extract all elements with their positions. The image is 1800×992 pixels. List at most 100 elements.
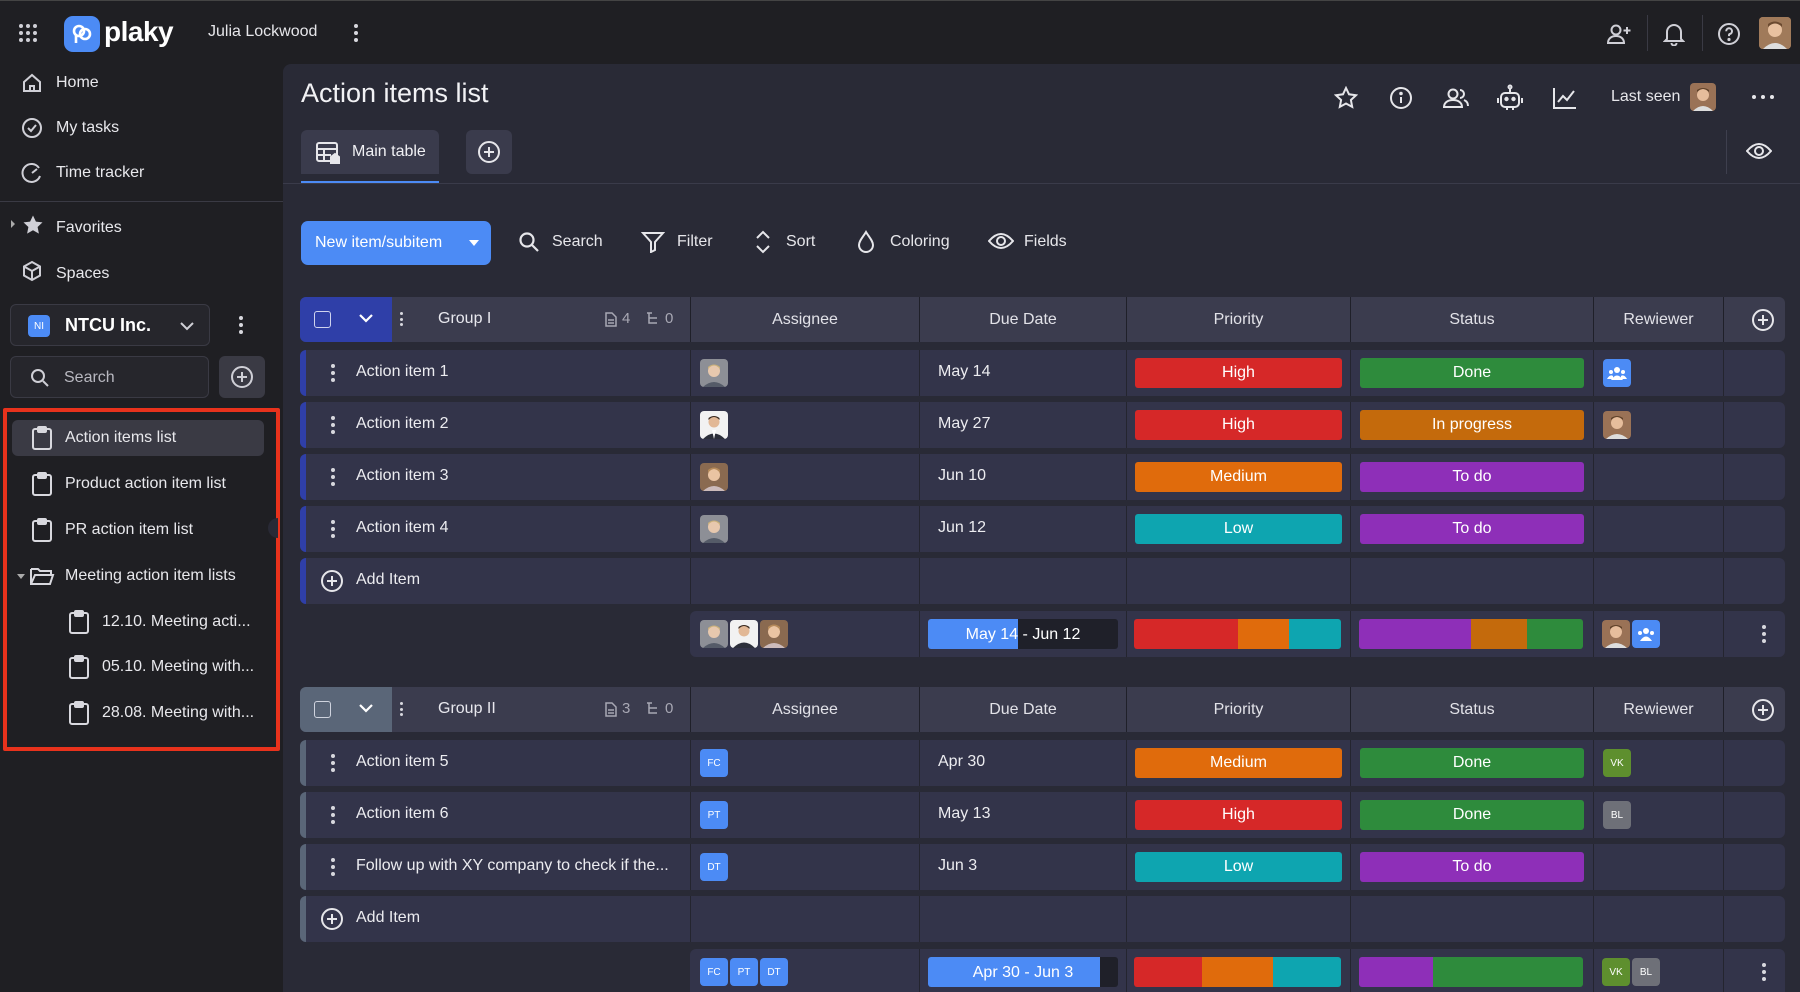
toolbar-fields[interactable]: Fields: [1024, 233, 1067, 250]
notifications-bell-icon[interactable]: [1660, 20, 1688, 48]
priority-distribution-bar[interactable]: [1134, 619, 1341, 649]
due-date-cell[interactable]: May 14: [919, 350, 1126, 396]
assignee-cell[interactable]: [690, 402, 919, 448]
reviewer-cell[interactable]: [1593, 402, 1723, 448]
nav-home[interactable]: Home: [56, 74, 99, 91]
analytics-chart-icon[interactable]: [1551, 84, 1579, 112]
item-name[interactable]: Action item 6: [356, 805, 449, 822]
info-icon[interactable]: [1387, 84, 1415, 112]
status-cell[interactable]: Done: [1350, 350, 1593, 396]
group-checkbox[interactable]: [314, 701, 331, 718]
due-date-cell[interactable]: May 27: [919, 402, 1126, 448]
group-checkbox[interactable]: [314, 311, 331, 328]
sidebar-board-meeting-05-10[interactable]: 05.10. Meeting with...: [12, 649, 264, 685]
item-name[interactable]: Follow up with XY company to check if th…: [356, 857, 669, 874]
user-avatar[interactable]: [1759, 17, 1791, 49]
members-icon[interactable]: [1441, 84, 1471, 112]
priority-cell[interactable]: High: [1126, 402, 1350, 448]
plaky-logo-icon[interactable]: [64, 16, 100, 52]
coloring-drop-icon[interactable]: [855, 228, 877, 256]
group-name[interactable]: Group II: [438, 700, 496, 717]
sidebar-board-action-items-list[interactable]: Action items list: [12, 420, 264, 456]
column-header-priority[interactable]: Priority: [1126, 297, 1350, 342]
summary-more-icon[interactable]: [1762, 963, 1766, 981]
status-cell[interactable]: In progress: [1350, 402, 1593, 448]
priority-distribution-bar[interactable]: [1134, 957, 1341, 987]
priority-cell[interactable]: Low: [1126, 506, 1350, 552]
nav-my-tasks[interactable]: My tasks: [56, 119, 120, 136]
column-header-due-date[interactable]: Due Date: [919, 297, 1126, 342]
row-menu-icon[interactable]: [331, 468, 335, 486]
summary-assignee-avatar[interactable]: [730, 620, 758, 648]
sidebar-board-product-action-item-list[interactable]: Product action item list: [12, 466, 264, 502]
apps-grid-icon[interactable]: [16, 21, 40, 45]
chevron-right-icon[interactable]: [8, 219, 18, 229]
assignee-cell[interactable]: FC: [690, 740, 919, 786]
workspace-more-icon[interactable]: [239, 316, 243, 334]
group-name[interactable]: Group I: [438, 310, 492, 327]
assignee-initials[interactable]: DT: [700, 853, 728, 881]
row-menu-icon[interactable]: [331, 416, 335, 434]
row-menu-icon[interactable]: [331, 858, 335, 876]
priority-cell[interactable]: High: [1126, 350, 1350, 396]
new-item-button[interactable]: New item/subitem: [301, 221, 491, 265]
assignee-cell[interactable]: DT: [690, 844, 919, 890]
status-cell[interactable]: To do: [1350, 454, 1593, 500]
row-menu-icon[interactable]: [331, 754, 335, 772]
search-icon[interactable]: [517, 230, 541, 254]
sidebar-search-input[interactable]: Search: [10, 356, 209, 398]
item-name[interactable]: Action item 5: [356, 753, 449, 770]
column-header-assignee[interactable]: Assignee: [690, 687, 919, 732]
due-date-cell[interactable]: Jun 10: [919, 454, 1126, 500]
sort-icon[interactable]: [752, 229, 774, 255]
add-item-icon[interactable]: [320, 907, 344, 931]
add-item-icon[interactable]: [320, 569, 344, 593]
table-row[interactable]: Action item 4 Jun 12 Low To do: [300, 506, 1785, 552]
assignee-avatar[interactable]: [700, 515, 728, 543]
due-date-cell[interactable]: Jun 12: [919, 506, 1126, 552]
add-item-row[interactable]: Add Item: [300, 558, 1785, 604]
reviewer-initials[interactable]: VK: [1603, 749, 1631, 777]
table-row[interactable]: Action item 5 FC Apr 30 Medium Done VK: [300, 740, 1785, 786]
add-item-row[interactable]: Add Item: [300, 896, 1785, 942]
team-icon[interactable]: [1603, 359, 1631, 387]
reviewer-cell[interactable]: VK: [1593, 740, 1723, 786]
priority-cell[interactable]: High: [1126, 792, 1350, 838]
chevron-down-icon[interactable]: [359, 703, 373, 713]
column-header-status[interactable]: Status: [1350, 297, 1593, 342]
sidebar-board-meeting-28-08[interactable]: 28.08. Meeting with...: [12, 695, 264, 731]
item-name[interactable]: Action item 1: [356, 363, 449, 380]
reviewer-cell[interactable]: BL: [1593, 792, 1723, 838]
status-cell[interactable]: To do: [1350, 844, 1593, 890]
reviewer-cell[interactable]: [1593, 844, 1723, 890]
filter-icon[interactable]: [640, 230, 666, 254]
summary-reviewer-initials[interactable]: VK: [1602, 958, 1630, 986]
add-item-label[interactable]: Add Item: [356, 571, 421, 588]
row-menu-icon[interactable]: [331, 520, 335, 538]
table-row[interactable]: Action item 2 May 27 High In progress: [300, 402, 1785, 448]
table-row[interactable]: Follow up with XY company to check if th…: [300, 844, 1785, 890]
favorite-star-icon[interactable]: [1332, 84, 1360, 112]
tab-main-table[interactable]: Main table: [301, 130, 439, 174]
sidebar-board-meeting-12-10[interactable]: 12.10. Meeting acti...: [12, 604, 264, 640]
reviewer-cell[interactable]: [1593, 454, 1723, 500]
workspace-user-name[interactable]: Julia Lockwood: [208, 23, 318, 40]
assignee-avatar[interactable]: [700, 411, 728, 439]
drag-handle-icon[interactable]: [398, 702, 404, 718]
toolbar-search[interactable]: Search: [552, 233, 603, 250]
eye-icon[interactable]: [1744, 138, 1774, 164]
date-range-bar[interactable]: May 14 - Jun 12: [928, 619, 1118, 649]
status-cell[interactable]: Done: [1350, 740, 1593, 786]
nav-time-tracker[interactable]: Time tracker: [56, 164, 145, 181]
add-item-label[interactable]: Add Item: [356, 909, 421, 926]
fields-eye-icon[interactable]: [987, 229, 1015, 253]
chevron-down-icon[interactable]: [359, 313, 373, 323]
summary-reviewer-initials[interactable]: BL: [1632, 958, 1660, 986]
reviewer-avatar[interactable]: [1603, 411, 1631, 439]
add-board-button[interactable]: [219, 356, 265, 398]
item-name[interactable]: Action item 2: [356, 415, 449, 432]
table-row[interactable]: Action item 1 May 14 High Done: [300, 350, 1785, 396]
priority-cell[interactable]: Medium: [1126, 454, 1350, 500]
last-seen-avatar[interactable]: [1690, 83, 1716, 111]
due-date-cell[interactable]: Jun 3: [919, 844, 1126, 890]
